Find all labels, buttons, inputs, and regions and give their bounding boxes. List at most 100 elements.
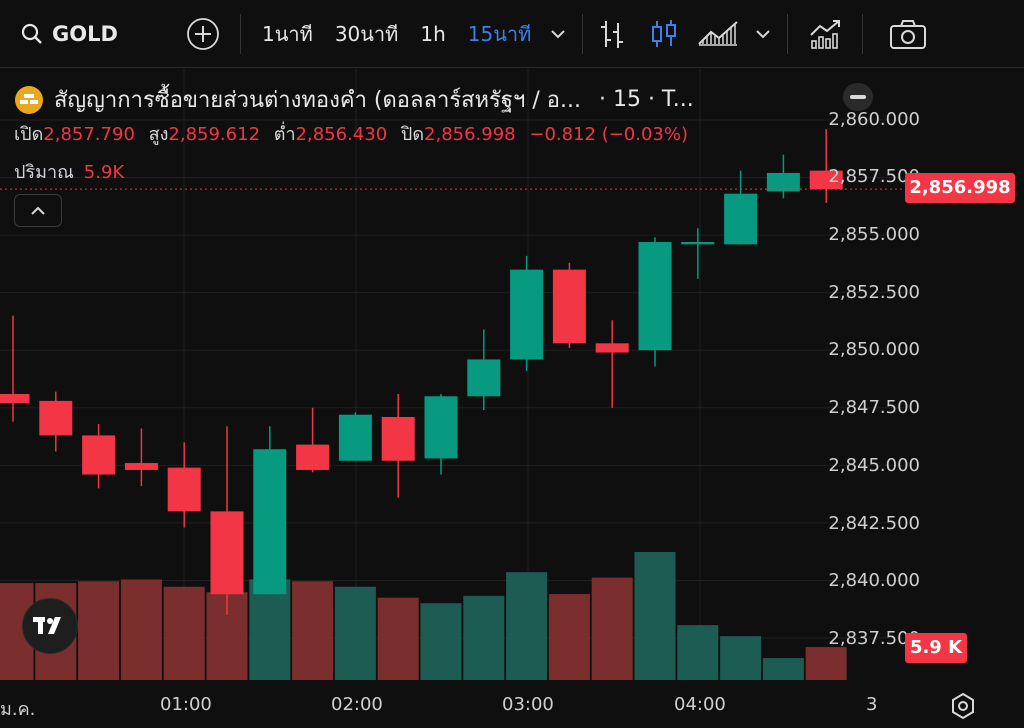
chart-settings-button[interactable] — [949, 692, 977, 724]
price-tick: 2,852.500 — [828, 282, 920, 303]
volume-bar — [805, 647, 847, 680]
candle-body — [595, 343, 629, 353]
candle-body — [424, 396, 458, 459]
price-tick: 2,860.000 — [828, 109, 920, 130]
area-chart-button[interactable] — [697, 18, 739, 50]
price-tick: 2,837.500 — [828, 628, 920, 649]
candle-body — [82, 435, 116, 475]
candles-icon — [652, 19, 677, 47]
volume-bar — [249, 579, 291, 680]
timeframe-30m[interactable]: 30นาที — [334, 21, 399, 46]
volume-bar — [634, 552, 676, 680]
volume-tag: 5.9 K — [905, 633, 967, 663]
price-tick: 2,842.500 — [828, 513, 920, 534]
low-label: ต่ำ — [273, 124, 296, 145]
current-price-tag: 2,856.998 — [905, 173, 1015, 203]
symbol-search[interactable]: GOLD — [20, 22, 160, 46]
volume-bar — [677, 625, 719, 680]
time-tick: 04:00 — [674, 694, 726, 715]
volume-bar — [163, 586, 205, 680]
candle-body — [510, 269, 544, 360]
toolbar-divider — [240, 13, 241, 54]
collapse-legend-button[interactable] — [14, 194, 62, 227]
price-tick: 2,855.000 — [828, 224, 920, 245]
camera-icon — [890, 19, 927, 49]
volume-bar — [78, 581, 120, 680]
candle-body — [638, 242, 672, 351]
candles-button[interactable] — [649, 18, 679, 50]
candle-body — [552, 269, 586, 344]
price-tick: 2,845.000 — [828, 455, 920, 476]
candle-body — [39, 400, 73, 436]
volume-bar — [506, 572, 548, 680]
minus-icon — [850, 95, 866, 99]
price-tick: 2,847.500 — [828, 397, 920, 418]
candlesticks — [0, 129, 843, 615]
volume-bar — [334, 586, 376, 680]
candle-body — [766, 172, 800, 192]
snapshot-button[interactable] — [889, 18, 927, 50]
instrument-interval: · 15 · T... — [598, 87, 694, 112]
candle-body — [0, 393, 30, 404]
volume-bar — [548, 594, 590, 680]
volume-bar — [292, 581, 334, 680]
time-tick: 3 — [866, 694, 878, 715]
tradingview-logo-icon — [33, 617, 61, 634]
volume-value: 5.9K — [83, 162, 125, 183]
plus-icon — [187, 17, 219, 50]
time-tick: 02:00 — [331, 694, 383, 715]
chart-type-dropdown[interactable] — [753, 24, 773, 44]
ohlc-values: เปิด2,857.790 สูง2,859.612 ต่ำ2,856.430 … — [14, 119, 696, 148]
open-value: 2,857.790 — [43, 124, 135, 145]
chevron-down-icon — [551, 29, 566, 38]
timeframe-15m[interactable]: 15นาที — [467, 21, 532, 46]
instrument-legend[interactable]: สัญญาการซื้อขายส่วนต่างทองคำ (ดอลลาร์สหร… — [14, 82, 694, 117]
high-value: 2,859.612 — [168, 124, 261, 145]
settings-icon — [952, 692, 974, 720]
volume-bar — [120, 579, 162, 680]
chevron-up-icon — [31, 206, 45, 215]
candle-body — [809, 170, 843, 190]
area-chart-icon — [698, 20, 738, 46]
open-label: เปิด — [14, 124, 44, 145]
chevron-down-icon — [756, 29, 771, 38]
volume-label: ปริมาณ — [14, 162, 74, 183]
symbol-name: GOLD — [52, 21, 118, 46]
tradingview-logo[interactable] — [22, 598, 78, 654]
volume-bar — [420, 603, 462, 680]
top-toolbar: GOLD 1นาที 30นาที 1h 15นาที — [0, 0, 1024, 68]
volume-legend: ปริมาณ 5.9K — [14, 157, 124, 186]
time-tick: 03:00 — [502, 694, 554, 715]
volume-bar — [762, 658, 804, 680]
candle-body — [467, 359, 501, 397]
timeframe-1m[interactable]: 1นาที — [262, 21, 313, 46]
candle-body — [253, 449, 287, 595]
candle-body — [210, 511, 244, 595]
compare-button[interactable] — [186, 17, 220, 51]
timeframe-dropdown[interactable] — [548, 24, 568, 44]
hide-legend-button[interactable] — [843, 83, 873, 111]
search-icon — [21, 23, 42, 44]
bar-chart-button[interactable] — [597, 18, 627, 50]
time-tick: 01:00 — [160, 694, 212, 715]
candle-body — [296, 444, 330, 470]
price-tick: 2,850.000 — [828, 339, 920, 360]
toolbar-divider — [582, 13, 584, 54]
candle-body — [124, 463, 158, 470]
toolbar-divider — [862, 13, 864, 54]
change-value: −0.812 (−0.03%) — [529, 124, 689, 145]
timeframe-1h[interactable]: 1h — [420, 21, 446, 46]
volume-bars — [0, 552, 847, 680]
candle-body — [338, 414, 372, 461]
gold-bars-icon — [15, 85, 43, 114]
indicators-button[interactable] — [808, 17, 842, 51]
candle-body — [681, 242, 715, 245]
indicators-icon — [810, 19, 841, 49]
volume-bar — [720, 636, 762, 680]
instrument-title: สัญญาการซื้อขายส่วนต่างทองคำ (ดอลลาร์สหร… — [54, 88, 581, 113]
low-value: 2,856.430 — [295, 124, 388, 145]
bar-chart-icon — [601, 20, 624, 48]
price-tick: 2,840.000 — [828, 570, 920, 591]
volume-bar — [463, 595, 505, 680]
